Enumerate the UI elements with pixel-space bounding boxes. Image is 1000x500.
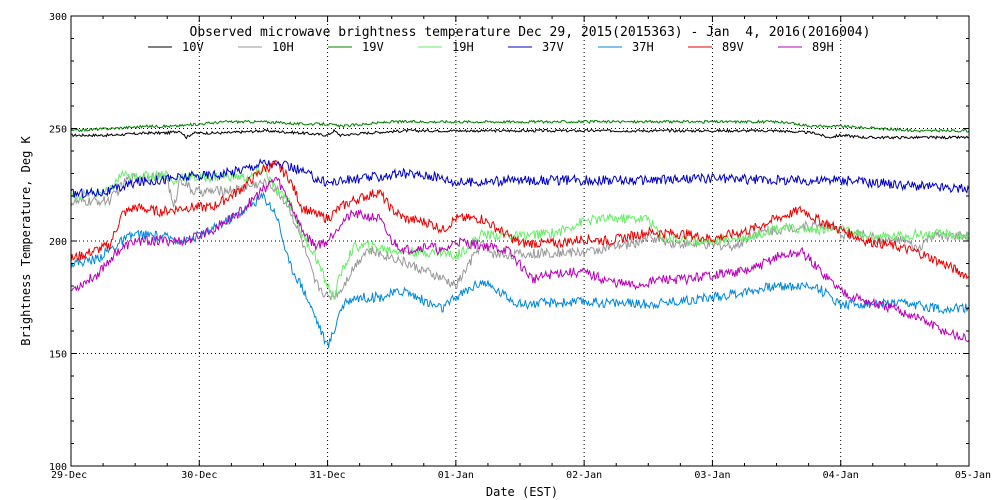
legend-label-89v: 89V xyxy=(722,40,744,54)
x-tick-label: 30-Dec xyxy=(181,470,217,481)
y-tick-label: 200 xyxy=(49,237,67,248)
x-axis-tick-labels: 29-Dec 30-Dec 31-Dec 01-Jan 02-Jan 03-Jan 04-J… xyxy=(51,470,991,481)
x-tick-label: 29-Dec xyxy=(51,470,87,481)
legend-label-19v: 19V xyxy=(362,40,384,54)
series-line-89h xyxy=(70,176,970,343)
x-tick-label: 01-Jan xyxy=(438,470,474,481)
y-axis-tick-labels: 100 150 200 250 300 xyxy=(49,12,67,473)
y-axis-label: Brightness Temperature, Deg K xyxy=(19,135,33,345)
legend-label-89h: 89H xyxy=(812,40,834,54)
series-lines xyxy=(70,119,970,348)
series-line-10v xyxy=(70,128,970,140)
x-tick-label: 02-Jan xyxy=(566,470,602,481)
legend: 10V 10H 19V 19H 37V 37H 89V 89H xyxy=(148,40,834,54)
x-tick-label: 03-Jan xyxy=(694,470,730,481)
chart-title: Observed microwave brightness temperatur… xyxy=(190,25,871,40)
x-tick-label: 04-Jan xyxy=(823,470,859,481)
y-tick-label: 250 xyxy=(49,125,67,136)
legend-label-37v: 37V xyxy=(542,40,564,54)
series-line-37v xyxy=(70,158,970,199)
axis-ticks xyxy=(70,15,970,467)
y-tick-label: 100 xyxy=(49,462,67,473)
y-tick-label: 150 xyxy=(49,350,67,361)
legend-label-10h: 10H xyxy=(272,40,294,54)
series-line-89v xyxy=(70,159,970,280)
x-axis-label: Date (EST) xyxy=(486,485,558,499)
x-tick-label: 31-Dec xyxy=(310,470,346,481)
x-tick-label: 05-Jan xyxy=(955,470,991,481)
legend-label-37h: 37H xyxy=(632,40,654,54)
legend-label-10v: 10V xyxy=(182,40,204,54)
series-line-19v xyxy=(70,119,970,133)
legend-label-19h: 19H xyxy=(452,40,474,54)
series-line-10h xyxy=(70,171,970,301)
y-tick-label: 300 xyxy=(49,12,67,23)
